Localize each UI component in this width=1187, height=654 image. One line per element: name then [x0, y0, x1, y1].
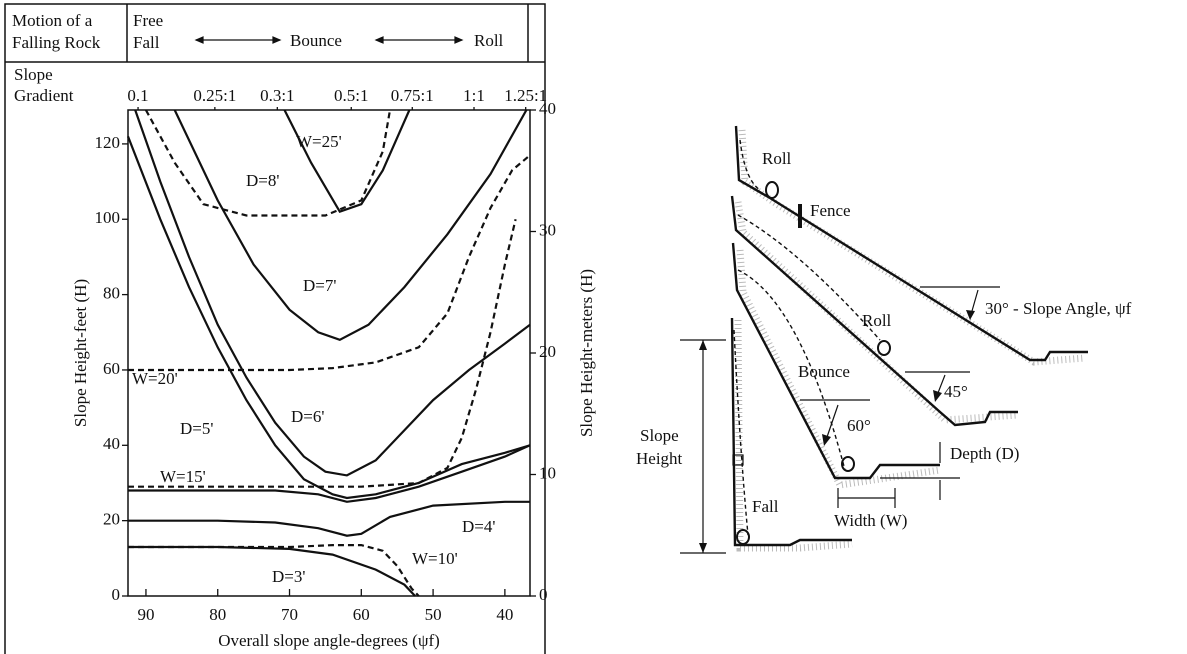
y-tick-label: 120 [95, 133, 121, 152]
header-label: Motion of a [12, 11, 93, 30]
diagram-label: Width (W) [834, 511, 907, 530]
series-label: D=5' [180, 419, 213, 438]
y-tick-label: 40 [103, 434, 120, 453]
x-tick-label: 70 [281, 605, 298, 624]
zone-label: Bounce [290, 31, 342, 50]
diagram-label: Fall [752, 497, 779, 516]
series-label: W=15' [160, 467, 206, 486]
series-line [128, 219, 516, 486]
gradient-label: Slope [14, 65, 53, 84]
diagram-label: 45° [944, 382, 968, 401]
series-line [128, 136, 530, 498]
series-label: D=7' [303, 276, 336, 295]
ground [742, 130, 1085, 362]
zone-label: Free [133, 11, 163, 30]
x-tick-label: 40 [496, 605, 513, 624]
series-line [175, 110, 527, 340]
x2-tick-label: 0.5:1 [334, 86, 368, 105]
series-label: D=4' [462, 517, 495, 536]
y2-tick-label: 40 [539, 99, 556, 118]
y-tick-label: 100 [95, 208, 121, 227]
zone-label: Roll [474, 31, 504, 50]
x2-tick-label: 0.75:1 [391, 86, 434, 105]
x2-tick-label: 0.1 [127, 86, 148, 105]
header-label: Falling Rock [12, 33, 101, 52]
diagram-label: Depth (D) [950, 444, 1019, 463]
diagram-label: Fence [810, 201, 851, 220]
series-label: D=3' [272, 567, 305, 586]
y2-tick-label: 0 [539, 585, 548, 604]
figure: Motion of a Falling Rock Free Fall Bounc… [0, 0, 1187, 654]
y-tick-label: 0 [112, 585, 121, 604]
series-label: D=6' [291, 407, 324, 426]
x-tick-label: 60 [353, 605, 370, 624]
gradient-label: Gradient [14, 86, 74, 105]
diagram-label: Roll [762, 149, 792, 168]
diagram-label: Slope [640, 426, 679, 445]
slope-60 [733, 243, 940, 478]
y2-tick-label: 20 [539, 342, 556, 361]
diagram: Roll Fence 30° - Slope Angle, ψf Roll 45… [636, 126, 1132, 553]
x-axis-title: Overall slope angle-degrees (ψf) [218, 631, 440, 650]
x-tick-label: 90 [137, 605, 154, 624]
x-tick-label: 80 [209, 605, 226, 624]
series-label: D=8' [246, 171, 279, 190]
x-tick-label: 50 [425, 605, 442, 624]
diagram-label: Roll [862, 311, 892, 330]
y-tick-label: 20 [103, 510, 120, 529]
rock-path [738, 215, 880, 340]
diagram-label: 30° - Slope Angle, ψf [985, 299, 1132, 318]
series-label: W=10' [412, 549, 458, 568]
zone-label: Fall [133, 33, 160, 52]
x2-tick-label: 0.25:1 [193, 86, 236, 105]
diagram-label: Height [636, 449, 683, 468]
series-label: W=20' [132, 369, 178, 388]
y-tick-label: 60 [103, 359, 120, 378]
diagram-label: 60° [847, 416, 871, 435]
x2-tick-label: 0.3:1 [260, 86, 294, 105]
diagram-label: Bounce [798, 362, 850, 381]
y2-tick-label: 30 [539, 220, 556, 239]
y2-axis-title: Slope Height-meters (H) [577, 269, 596, 437]
series-line [128, 155, 530, 370]
y-tick-label: 80 [103, 284, 120, 303]
y-axis-title: Slope Height-feet (H) [71, 279, 90, 427]
y2-tick-label: 10 [539, 463, 556, 482]
x2-tick-label: 1:1 [463, 86, 485, 105]
series-line [285, 110, 410, 212]
